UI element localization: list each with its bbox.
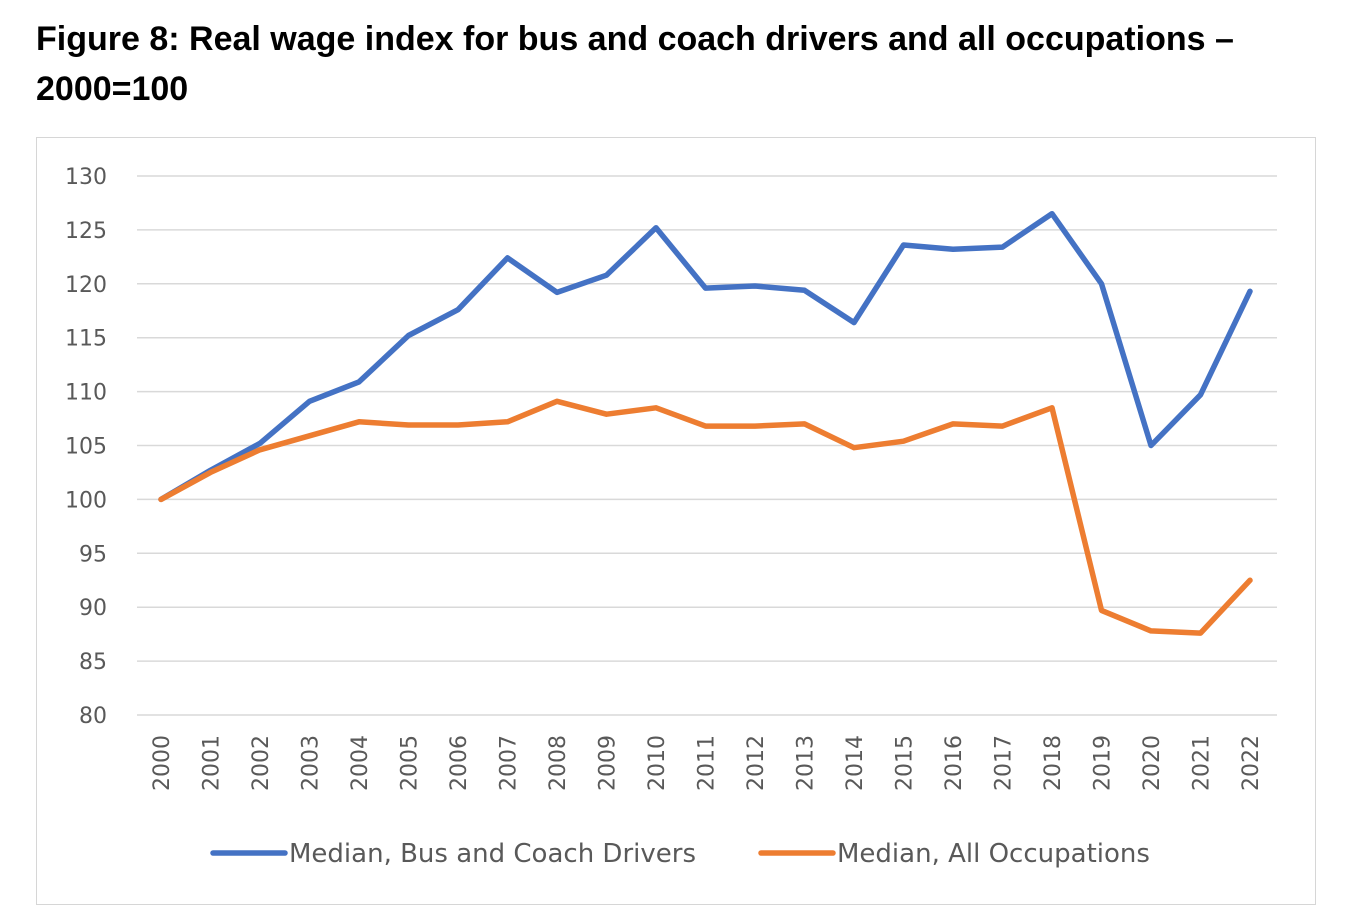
data-point <box>604 272 609 278</box>
figure-title: Figure 8: Real wage index for bus and co… <box>36 14 1316 114</box>
data-point <box>208 470 213 475</box>
x-tick-label: 2004 <box>348 735 373 791</box>
data-point <box>505 419 510 424</box>
data-point <box>356 419 362 424</box>
y-tick-label: 95 <box>79 542 107 567</box>
data-point <box>703 285 708 291</box>
x-tick-label: 2001 <box>200 735 225 791</box>
data-point <box>406 422 411 428</box>
x-tick-label: 2017 <box>992 735 1017 791</box>
data-point <box>257 441 263 446</box>
data-point <box>1198 630 1203 636</box>
x-tick-label: 2006 <box>447 735 472 791</box>
data-point <box>752 423 758 429</box>
x-tick-label: 2014 <box>843 735 868 791</box>
data-point <box>158 497 164 502</box>
data-point <box>851 320 857 325</box>
data-point <box>851 445 857 450</box>
x-tick-label: 2005 <box>398 735 423 791</box>
data-point <box>406 333 411 338</box>
data-point <box>1049 211 1055 216</box>
data-point <box>307 433 312 438</box>
y-tick-label: 80 <box>79 704 107 729</box>
x-tick-label: 2018 <box>1041 735 1066 791</box>
data-point <box>1198 392 1203 398</box>
y-tick-label: 90 <box>79 596 107 621</box>
x-tick-label: 2009 <box>596 735 621 791</box>
x-axis-ticks: 2000 2001 2002 2003 2004 2005 2006 2007 2008 2009… <box>150 735 1264 791</box>
data-point <box>554 290 560 295</box>
data-point <box>455 422 461 428</box>
x-tick-label: 2021 <box>1190 735 1215 791</box>
data-point <box>950 421 956 427</box>
data-point <box>703 423 708 429</box>
data-point <box>653 225 659 230</box>
y-tick-label: 125 <box>65 219 107 244</box>
data-point <box>950 247 956 252</box>
y-axis-ticks: 130 125 120 115 110 105 100 95 90 85 80 <box>65 165 107 729</box>
y-tick-label: 100 <box>65 488 107 513</box>
data-point <box>1148 628 1154 634</box>
data-point <box>356 379 362 385</box>
data-point <box>1000 423 1005 429</box>
data-point <box>653 405 659 410</box>
data-point <box>257 447 263 453</box>
legend-label: Median, Bus and Coach Drivers <box>289 839 696 869</box>
x-tick-label: 2016 <box>942 735 967 791</box>
data-point <box>1099 281 1104 286</box>
series-lines <box>158 210 1253 636</box>
x-tick-label: 2007 <box>497 735 522 791</box>
y-tick-label: 110 <box>65 381 107 406</box>
data-point <box>604 412 609 417</box>
x-tick-label: 2013 <box>794 735 819 791</box>
data-point <box>307 399 312 404</box>
x-tick-label: 2019 <box>1091 735 1116 791</box>
legend-label: Median, All Occupations <box>837 839 1150 869</box>
data-point <box>1049 405 1055 410</box>
chart-frame: 130 125 120 115 110 105 100 95 90 85 80 2000 2001 20… <box>36 137 1316 905</box>
data-point <box>1000 244 1005 250</box>
data-point <box>505 255 510 261</box>
y-tick-label: 105 <box>65 435 107 460</box>
data-point <box>1247 289 1253 294</box>
data-point <box>901 438 906 444</box>
data-point <box>1099 608 1104 613</box>
data-point <box>1148 443 1154 448</box>
x-tick-label: 2002 <box>249 735 274 791</box>
data-point <box>554 399 560 404</box>
x-tick-label: 2010 <box>645 735 670 791</box>
data-point <box>455 307 461 312</box>
figure-title-line-2: 2000=100 <box>36 70 189 108</box>
data-point <box>901 242 906 248</box>
series-line-all-occupations <box>158 398 1253 636</box>
data-point <box>802 288 807 293</box>
x-tick-label: 2008 <box>546 735 571 791</box>
y-tick-label: 130 <box>65 165 107 190</box>
x-tick-label: 2020 <box>1140 735 1165 791</box>
x-tick-label: 2022 <box>1239 735 1264 791</box>
x-tick-label: 2000 <box>150 735 175 791</box>
y-tick-label: 120 <box>65 273 107 298</box>
x-tick-label: 2012 <box>744 735 769 791</box>
x-tick-label: 2003 <box>299 735 324 791</box>
y-tick-label: 115 <box>65 327 107 352</box>
x-tick-label: 2015 <box>893 735 918 791</box>
legend: Median, Bus and Coach Drivers Median, All… <box>210 839 1150 869</box>
figure-title-line-1: Figure 8: Real wage index for bus and co… <box>36 20 1234 58</box>
data-point <box>752 283 758 289</box>
data-point <box>1247 578 1253 583</box>
series-line-bus-coach-drivers <box>158 210 1253 503</box>
y-tick-label: 85 <box>79 650 107 675</box>
data-point <box>802 421 807 427</box>
x-tick-label: 2011 <box>695 735 720 791</box>
gridlines <box>137 175 1277 716</box>
